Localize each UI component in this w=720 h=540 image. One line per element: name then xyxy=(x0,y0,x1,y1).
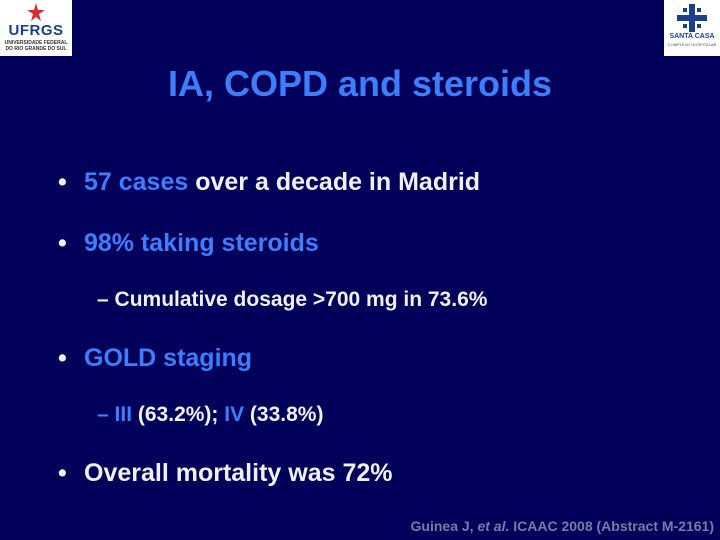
stage-iv-label: IV xyxy=(224,403,245,426)
bullet-text: Overall mortality was 72% xyxy=(84,459,393,487)
ufrgs-emblem-icon xyxy=(27,3,45,21)
citation-authors: Guinea J, xyxy=(410,518,478,534)
stage-iii-value: (63.2%); xyxy=(132,403,225,426)
santa-casa-logo-subtitle: COMPLEXO HOSPITALAR xyxy=(667,42,717,47)
bullet-steroids: • 98% taking steroids xyxy=(58,229,319,258)
santa-casa-logo: SANTA CASA COMPLEXO HOSPITALAR xyxy=(664,0,720,56)
stage-iv-value: (33.8%) xyxy=(244,403,324,426)
citation-source: ICAAC 2008 (Abstract M-2161) xyxy=(509,518,714,534)
bullet-dot: • xyxy=(58,459,67,487)
bullet-text: over a decade in Madrid xyxy=(188,168,481,196)
ufrgs-logo-subtitle: UNIVERSIDADE FEDERAL DO RIO GRANDE DO SU… xyxy=(4,40,68,52)
bullet-gold-staging: • GOLD staging xyxy=(58,344,252,373)
sub-bullet-dash: – xyxy=(97,403,109,426)
bullet-dot: • xyxy=(58,229,67,257)
bullet-highlight: 57 cases xyxy=(84,168,189,196)
bullet-highlight: 98% taking steroids xyxy=(84,229,319,257)
sub-bullet-dash: – xyxy=(97,288,109,311)
bullet-mortality: • Overall mortality was 72% xyxy=(58,459,392,488)
bullet-highlight: GOLD staging xyxy=(84,344,253,372)
stage-iii-label: III xyxy=(114,403,133,426)
ufrgs-logo-name: UFRGS xyxy=(8,22,64,39)
bullet-dot: • xyxy=(58,344,67,372)
sub-bullet-text: Cumulative dosage >700 mg in 73.6% xyxy=(114,288,488,311)
santa-casa-logo-name: SANTA CASA xyxy=(669,33,715,40)
bullet-dot: • xyxy=(58,168,67,196)
santa-casa-cross-icon xyxy=(677,4,707,32)
citation-et-al: et al. xyxy=(477,518,510,534)
ufrgs-logo: UFRGS UNIVERSIDADE FEDERAL DO RIO GRANDE… xyxy=(0,0,72,56)
sub-bullet-dosage: – Cumulative dosage >700 mg in 73.6% xyxy=(97,288,487,312)
citation: Guinea J, et al. ICAAC 2008 (Abstract M-… xyxy=(411,518,714,534)
sub-bullet-gold-stages: – III (63.2%); IV (33.8%) xyxy=(97,403,323,427)
slide-title: IA, COPD and steroids xyxy=(167,63,553,104)
bullet-cases: • 57 cases over a decade in Madrid xyxy=(58,168,480,197)
